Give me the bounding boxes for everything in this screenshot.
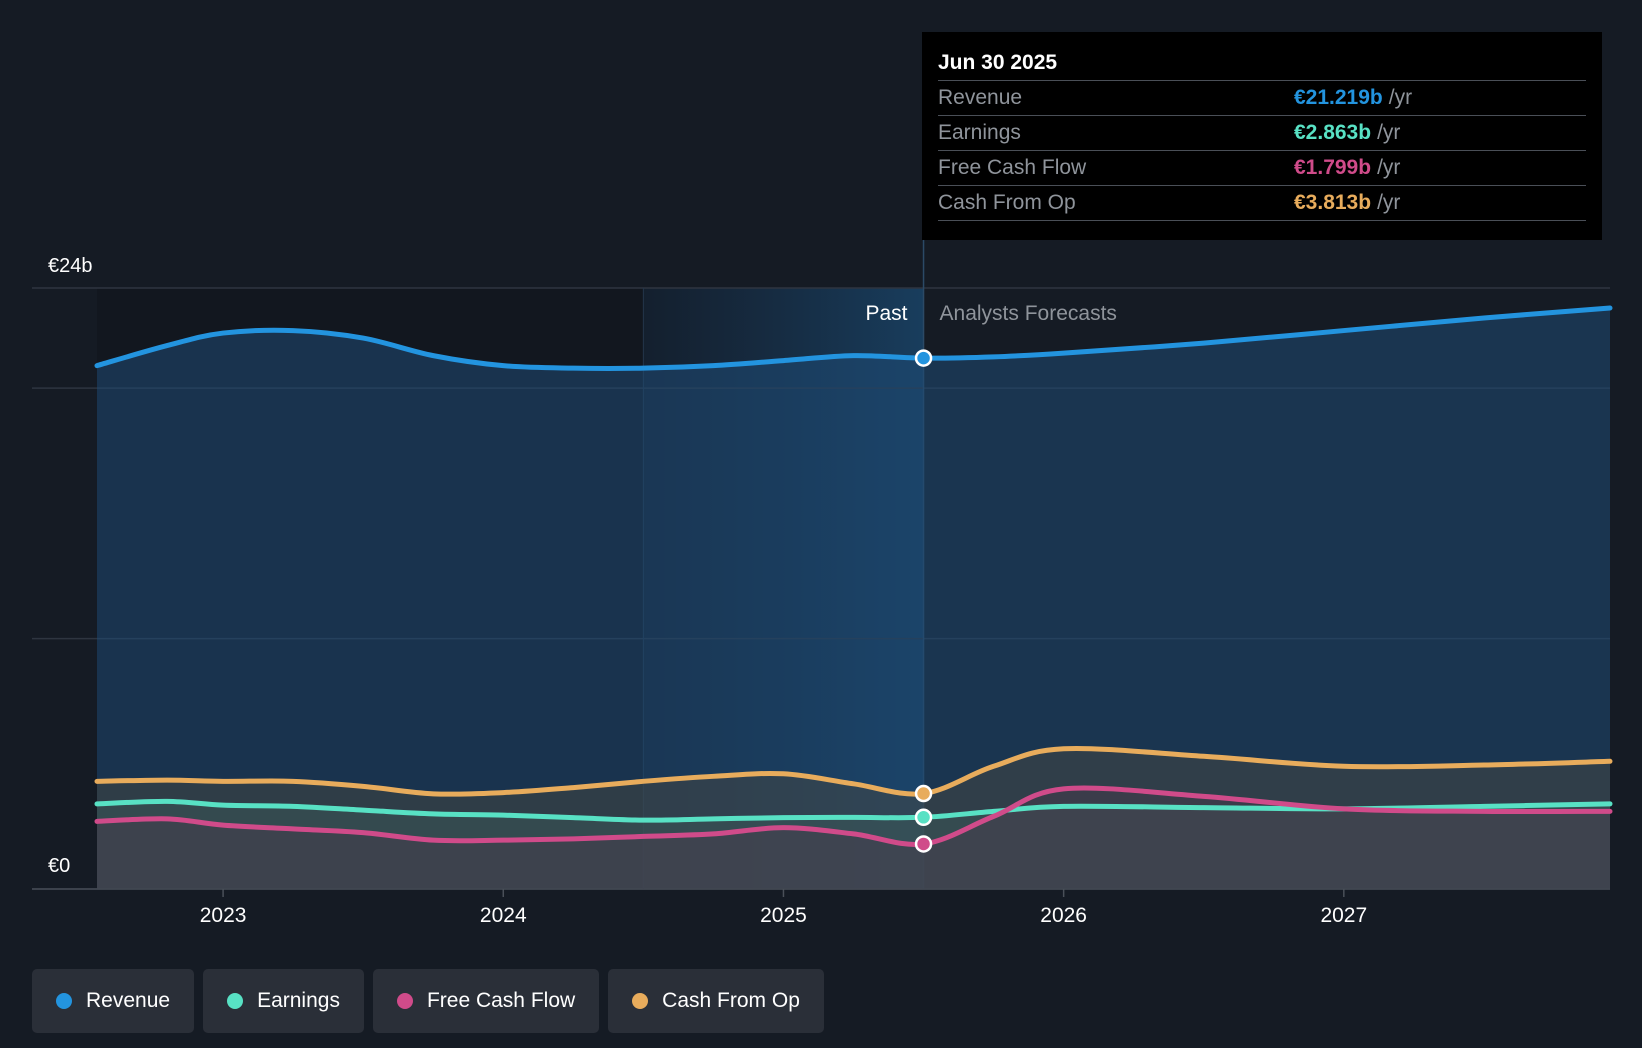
line-revenue bbox=[94, 305, 1613, 371]
legend: Revenue Earnings Free Cash Flow Cash Fro… bbox=[32, 969, 824, 1033]
past-label: Past bbox=[866, 302, 908, 325]
legend-label: Cash From Op bbox=[662, 989, 800, 1012]
tooltip-label: Cash From Op bbox=[938, 191, 1076, 214]
area-revenue bbox=[97, 308, 1610, 889]
tooltip-label: Free Cash Flow bbox=[938, 156, 1087, 179]
tooltip-value: €2.863b bbox=[1294, 121, 1372, 144]
tooltip-row-earnings: Earnings €2.863b /yr bbox=[938, 115, 1586, 150]
tooltip-unit: /yr bbox=[1377, 156, 1401, 179]
tooltip-row-free-cash-flow: Free Cash Flow €1.799b /yr bbox=[938, 150, 1586, 185]
tooltip-row-revenue: Revenue €21.219b /yr bbox=[938, 80, 1586, 115]
tooltip-date: Jun 30 2025 bbox=[938, 51, 1058, 74]
marker-revenue bbox=[914, 349, 933, 367]
tooltip-label: Earnings bbox=[938, 121, 1021, 144]
tooltip-unit: /yr bbox=[1377, 121, 1401, 144]
tooltip-row-cash-from-op: Cash From Op €3.813b /yr bbox=[938, 185, 1586, 221]
legend-item-earnings[interactable]: Earnings bbox=[203, 969, 364, 1033]
area-earnings bbox=[97, 801, 1610, 889]
legend-label: Free Cash Flow bbox=[426, 989, 576, 1012]
line-earnings bbox=[94, 798, 1613, 823]
legend-dot-icon bbox=[56, 993, 72, 1009]
legend-dot-icon bbox=[227, 993, 244, 1009]
legend-item-revenue[interactable]: Revenue bbox=[32, 969, 195, 1033]
legend-item-cash-from-op[interactable]: Cash From Op bbox=[608, 969, 824, 1033]
tooltip-value: €1.799b bbox=[1294, 156, 1372, 179]
tooltip-value: €21.219b bbox=[1294, 86, 1383, 109]
x-tick-label: 2024 bbox=[480, 904, 527, 927]
tooltip-unit: /yr bbox=[1388, 86, 1413, 109]
x-tick-label: 2025 bbox=[760, 904, 807, 927]
legend-dot-icon bbox=[632, 993, 649, 1009]
y-tick-label: €0 bbox=[48, 855, 70, 877]
marker-free-cash-flow bbox=[914, 835, 933, 853]
forecast-label: Analysts Forecasts bbox=[940, 302, 1117, 325]
tooltip: Jun 30 2025 Revenue €21.219b /yr Earning… bbox=[922, 32, 1602, 240]
line-cash-from-op bbox=[94, 746, 1613, 797]
legend-item-free-cash-flow[interactable]: Free Cash Flow bbox=[372, 969, 600, 1033]
tooltip-value: €3.813b bbox=[1294, 191, 1372, 214]
x-tick-label: 2027 bbox=[1320, 904, 1367, 927]
y-tick-label: €24b bbox=[48, 255, 93, 277]
line-free-cash-flow bbox=[94, 785, 1613, 847]
area-free-cash-flow bbox=[97, 787, 1610, 889]
marker-cash-from-op bbox=[914, 784, 933, 803]
x-tick-label: 2023 bbox=[200, 904, 247, 927]
tooltip-unit: /yr bbox=[1377, 191, 1401, 214]
x-tick-label: 2026 bbox=[1040, 904, 1087, 927]
marker-earnings bbox=[914, 808, 933, 827]
legend-label: Revenue bbox=[86, 989, 171, 1012]
legend-dot-icon bbox=[396, 993, 413, 1009]
tooltip-label: Revenue bbox=[938, 86, 1023, 109]
legend-label: Earnings bbox=[257, 989, 340, 1012]
